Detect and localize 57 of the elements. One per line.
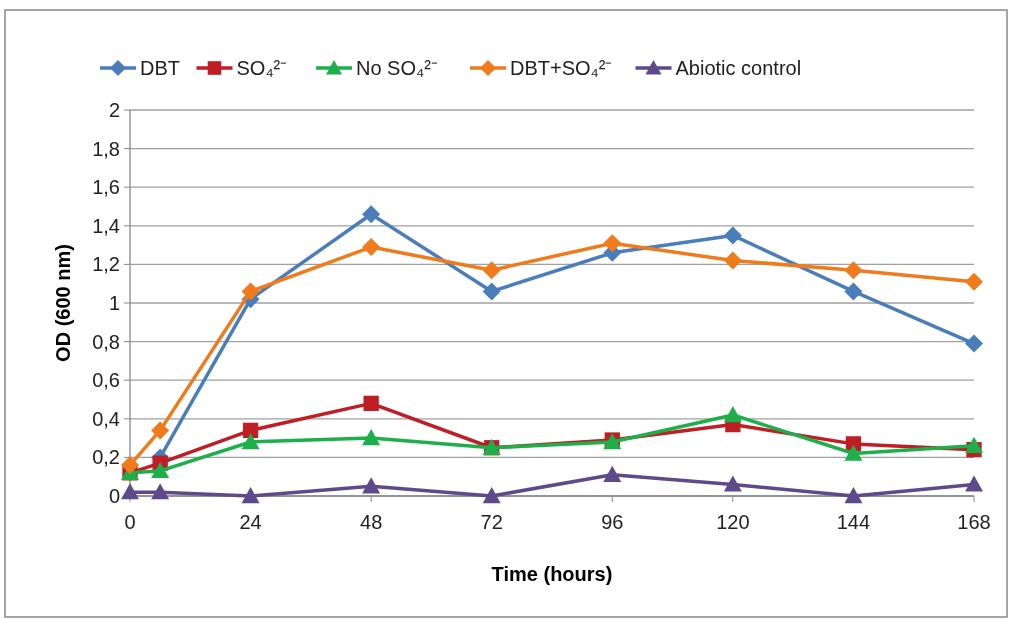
- point: [965, 334, 983, 353]
- point: [241, 487, 260, 504]
- point: [965, 272, 983, 291]
- point: [844, 444, 863, 461]
- point: [482, 487, 501, 504]
- point: [723, 226, 742, 245]
- legend-label: No SO₄²⁻: [356, 57, 438, 79]
- x-tick-label: 168: [957, 511, 991, 533]
- y-tick-label: 1,8: [92, 137, 120, 160]
- point: [362, 205, 381, 224]
- point: [603, 465, 622, 482]
- point: [965, 475, 983, 492]
- x-tick-label: 0: [124, 511, 136, 533]
- point: [844, 261, 863, 280]
- y-tick-label: 2: [108, 99, 120, 121]
- x-tick-label: 48: [360, 511, 383, 533]
- point: [723, 251, 742, 270]
- point: [362, 238, 381, 257]
- y-tick-label: 0,6: [92, 369, 120, 392]
- point: [363, 395, 379, 412]
- x-tick-label: 144: [836, 511, 871, 533]
- point: [603, 234, 622, 253]
- legend-label: DBT+SO₄²⁻: [510, 57, 613, 79]
- x-tick-label: 120: [716, 511, 750, 533]
- y-tick-label: 1,4: [92, 214, 120, 237]
- y-axis-title: OD (600 nm): [52, 244, 74, 362]
- point: [242, 422, 259, 439]
- y-tick-label: 0,8: [92, 330, 120, 353]
- point: [151, 483, 170, 500]
- point: [723, 405, 742, 423]
- y-tick-label: 1: [108, 292, 120, 314]
- point: [121, 483, 139, 500]
- legend-label: Abiotic control: [675, 57, 802, 79]
- x-tick-label: 24: [239, 511, 262, 533]
- x-tick-label: 72: [480, 511, 503, 533]
- y-tick-label: 1,6: [92, 176, 120, 199]
- point: [844, 282, 863, 301]
- y-tick-label: 0,2: [92, 446, 120, 469]
- x-axis-title: Time (hours): [491, 563, 613, 585]
- point: [965, 436, 983, 454]
- point: [241, 432, 260, 450]
- point: [362, 477, 381, 494]
- point: [151, 461, 170, 479]
- legend-label: SO₄²⁻: [236, 57, 288, 79]
- legend-label: DBT: [140, 57, 180, 79]
- point: [482, 282, 501, 301]
- y-tick-label: 0,4: [92, 407, 120, 430]
- point: [723, 475, 742, 492]
- point: [482, 261, 501, 280]
- point: [241, 282, 260, 301]
- y-tick-label: 0: [108, 485, 120, 507]
- point: [121, 456, 139, 475]
- y-tick-label: 1,2: [92, 253, 120, 276]
- point: [844, 487, 863, 504]
- x-tick-label: 96: [601, 511, 624, 533]
- point: [362, 429, 381, 446]
- point: [151, 421, 170, 440]
